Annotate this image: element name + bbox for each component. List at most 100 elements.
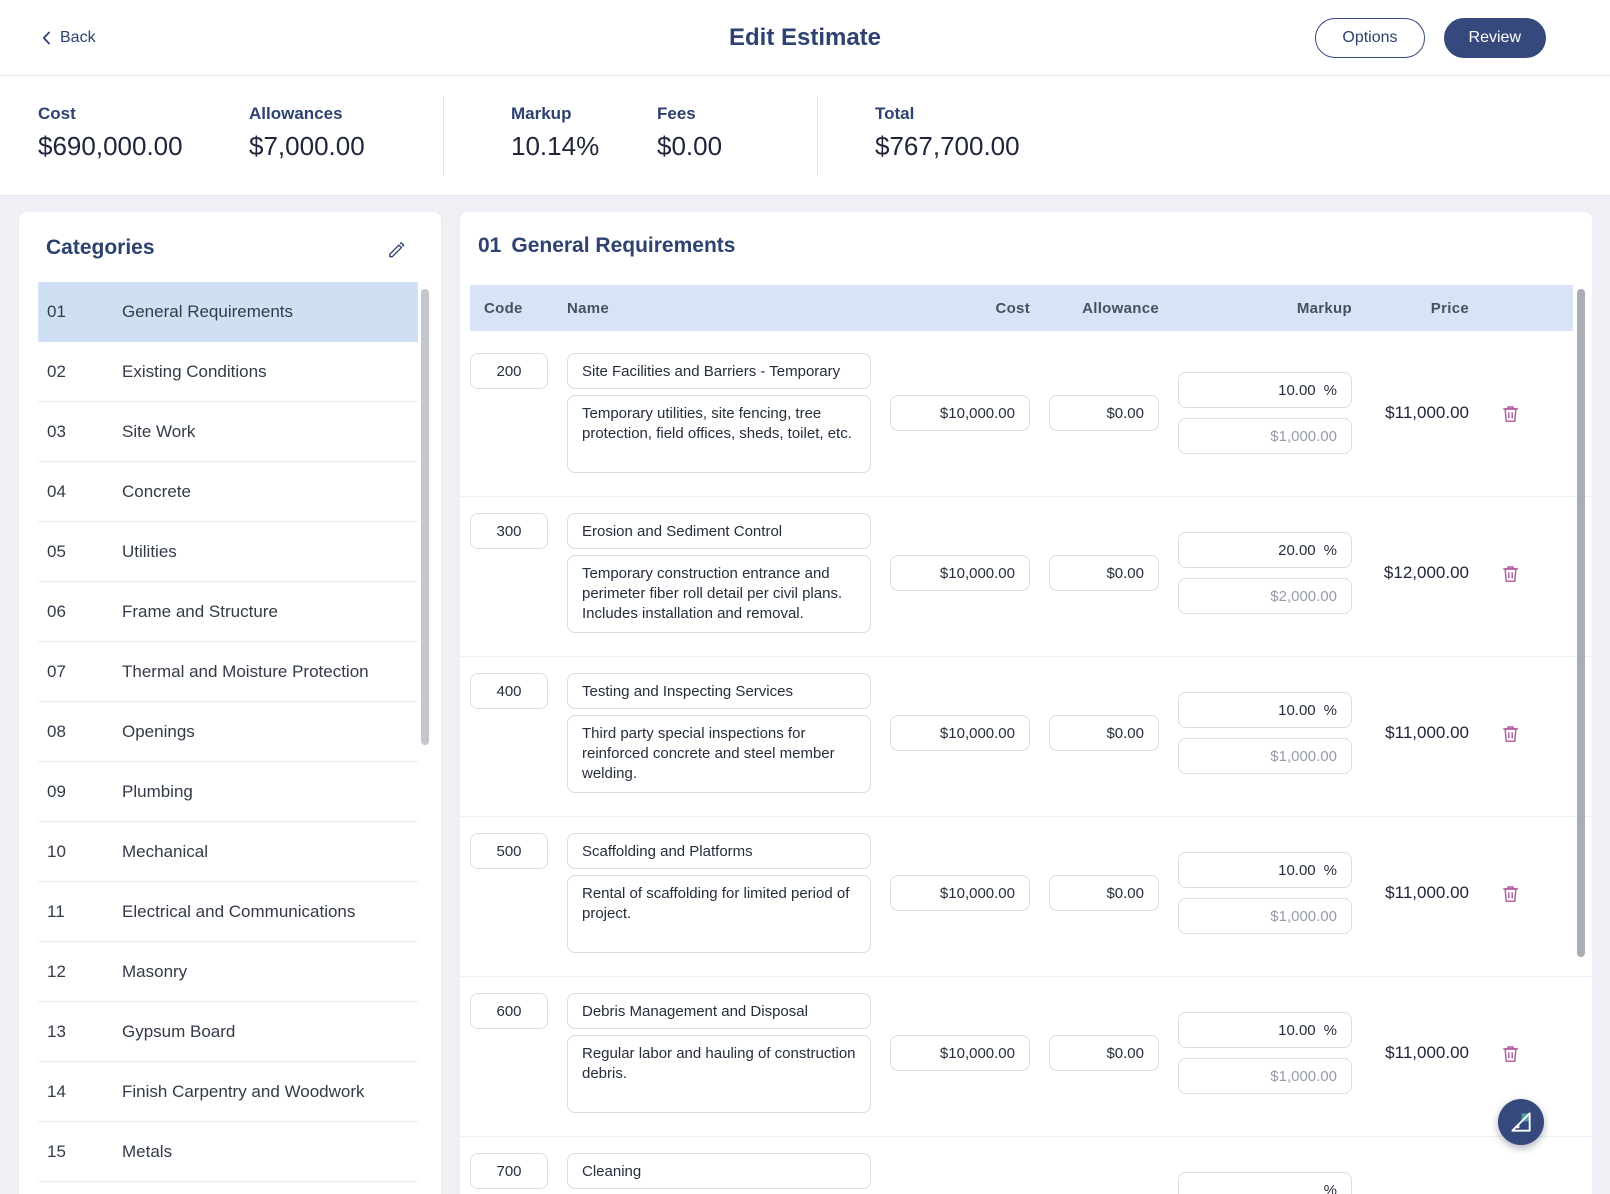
markup-percent-input[interactable]	[1193, 701, 1316, 719]
code-input[interactable]	[470, 993, 548, 1029]
name-input[interactable]	[567, 833, 871, 869]
description-input[interactable]: Third party special inspections for rein…	[567, 715, 871, 793]
category-number: 11	[47, 901, 65, 921]
markup-percent-field: %	[1178, 532, 1352, 568]
cost-input[interactable]	[890, 395, 1030, 431]
category-item[interactable]: 14 Finish Carpentry and Woodwork	[38, 1062, 418, 1122]
markup-percent-input[interactable]	[1193, 861, 1316, 879]
estimate-table-panel: 01 General Requirements Code Name Cost A…	[460, 212, 1592, 1194]
category-number: 07	[47, 661, 66, 681]
category-item[interactable]: 10 Mechanical	[38, 822, 418, 882]
category-item[interactable]: 13 Gypsum Board	[38, 1002, 418, 1062]
allowance-input[interactable]	[1049, 555, 1159, 591]
category-number: 15	[47, 1141, 66, 1161]
code-input[interactable]	[470, 513, 548, 549]
trash-icon	[1502, 725, 1518, 742]
estimate-row: Temporary construction entrance and peri…	[460, 497, 1592, 657]
category-number: 01	[47, 301, 66, 321]
markup-amount-field	[1178, 1058, 1352, 1094]
category-item[interactable]: 04 Concrete	[38, 462, 418, 522]
takeoff-fab-button[interactable]	[1498, 1099, 1544, 1145]
markup-percent-field: %	[1178, 692, 1352, 728]
categories-scrollbar[interactable]	[421, 289, 429, 745]
markup-amount-input[interactable]	[1193, 1067, 1337, 1085]
markup-amount-input[interactable]	[1193, 587, 1337, 605]
stat-total: Total $767,700.00	[875, 104, 1020, 162]
category-label: Frame and Structure	[122, 601, 278, 621]
category-number: 14	[47, 1081, 66, 1101]
category-number: 06	[47, 601, 66, 621]
table-scrollbar[interactable]	[1577, 289, 1585, 957]
markup-percent-input[interactable]	[1193, 381, 1316, 399]
category-item[interactable]: 01 General Requirements	[38, 282, 418, 342]
category-number: 10	[47, 841, 66, 861]
category-label: Mechanical	[122, 841, 208, 861]
section-number: 01	[478, 234, 502, 257]
markup-amount-field	[1178, 898, 1352, 934]
code-input[interactable]	[470, 353, 548, 389]
category-item[interactable]: 06 Frame and Structure	[38, 582, 418, 642]
description-input[interactable]: Regular labor and hauling of constructio…	[567, 1035, 871, 1113]
trash-icon	[1502, 1045, 1518, 1062]
allowance-input[interactable]	[1049, 1035, 1159, 1071]
column-code: Code	[484, 299, 523, 317]
markup-percent-input[interactable]	[1193, 1181, 1316, 1194]
description-input[interactable]: Temporary construction entrance and peri…	[567, 555, 871, 633]
stat-value: $690,000.00	[38, 131, 183, 161]
category-number: 13	[47, 1021, 66, 1041]
code-input[interactable]	[470, 833, 548, 869]
edit-categories-button[interactable]	[386, 239, 405, 258]
code-input[interactable]	[470, 673, 548, 709]
markup-amount-input[interactable]	[1193, 907, 1337, 925]
delete-row-button[interactable]	[1496, 719, 1524, 747]
name-input[interactable]	[567, 993, 871, 1029]
category-label: Utilities	[122, 541, 177, 561]
category-item[interactable]: 12 Masonry	[38, 942, 418, 1002]
trash-icon	[1502, 565, 1518, 582]
stat-value: 10.14%	[511, 131, 600, 161]
category-item[interactable]: 15 Metals	[38, 1122, 418, 1182]
page-title: Edit Estimate	[728, 23, 882, 51]
delete-row-button[interactable]	[1496, 399, 1524, 427]
category-item[interactable]: 07 Thermal and Moisture Protection	[38, 642, 418, 702]
allowance-input[interactable]	[1049, 715, 1159, 751]
name-input[interactable]	[567, 1153, 871, 1189]
category-item[interactable]: 02 Existing Conditions	[38, 342, 418, 402]
allowance-input[interactable]	[1049, 395, 1159, 431]
section-name: General Requirements	[511, 234, 736, 257]
delete-row-button[interactable]	[1496, 1039, 1524, 1067]
category-item[interactable]: 03 Site Work	[38, 402, 418, 462]
options-button[interactable]: Options	[1315, 17, 1425, 58]
delete-row-button[interactable]	[1496, 559, 1524, 587]
column-cost: Cost	[995, 299, 1030, 317]
category-item[interactable]: 09 Plumbing	[38, 762, 418, 822]
percent-unit: %	[1323, 1021, 1337, 1039]
code-input[interactable]	[470, 1153, 548, 1189]
delete-row-button[interactable]	[1496, 879, 1524, 907]
back-button[interactable]: Back	[42, 29, 96, 47]
cost-input[interactable]	[890, 1035, 1030, 1071]
category-item[interactable]: 08 Openings	[38, 702, 418, 762]
name-input[interactable]	[567, 513, 871, 549]
category-item[interactable]: 05 Utilities	[38, 522, 418, 582]
name-input[interactable]	[567, 673, 871, 709]
cost-input[interactable]	[890, 875, 1030, 911]
category-label: Electrical and Communications	[122, 901, 356, 921]
markup-percent-input[interactable]	[1193, 541, 1316, 559]
markup-amount-input[interactable]	[1193, 427, 1337, 445]
description-input[interactable]: Rental of scaffolding for limited period…	[567, 875, 871, 953]
summary-divider	[443, 96, 444, 176]
category-label: General Requirements	[122, 301, 294, 321]
stat-markup: Markup 10.14%	[511, 104, 657, 162]
name-input[interactable]	[567, 353, 871, 389]
markup-percent-input[interactable]	[1193, 1021, 1316, 1039]
markup-amount-input[interactable]	[1193, 747, 1337, 765]
description-input[interactable]: Temporary utilities, site fencing, tree …	[567, 395, 871, 473]
category-item[interactable]: 11 Electrical and Communications	[38, 882, 418, 942]
column-name: Name	[567, 299, 610, 317]
review-button[interactable]: Review	[1443, 17, 1546, 58]
trash-icon	[1502, 405, 1518, 422]
cost-input[interactable]	[890, 715, 1030, 751]
cost-input[interactable]	[890, 555, 1030, 591]
allowance-input[interactable]	[1049, 875, 1159, 911]
